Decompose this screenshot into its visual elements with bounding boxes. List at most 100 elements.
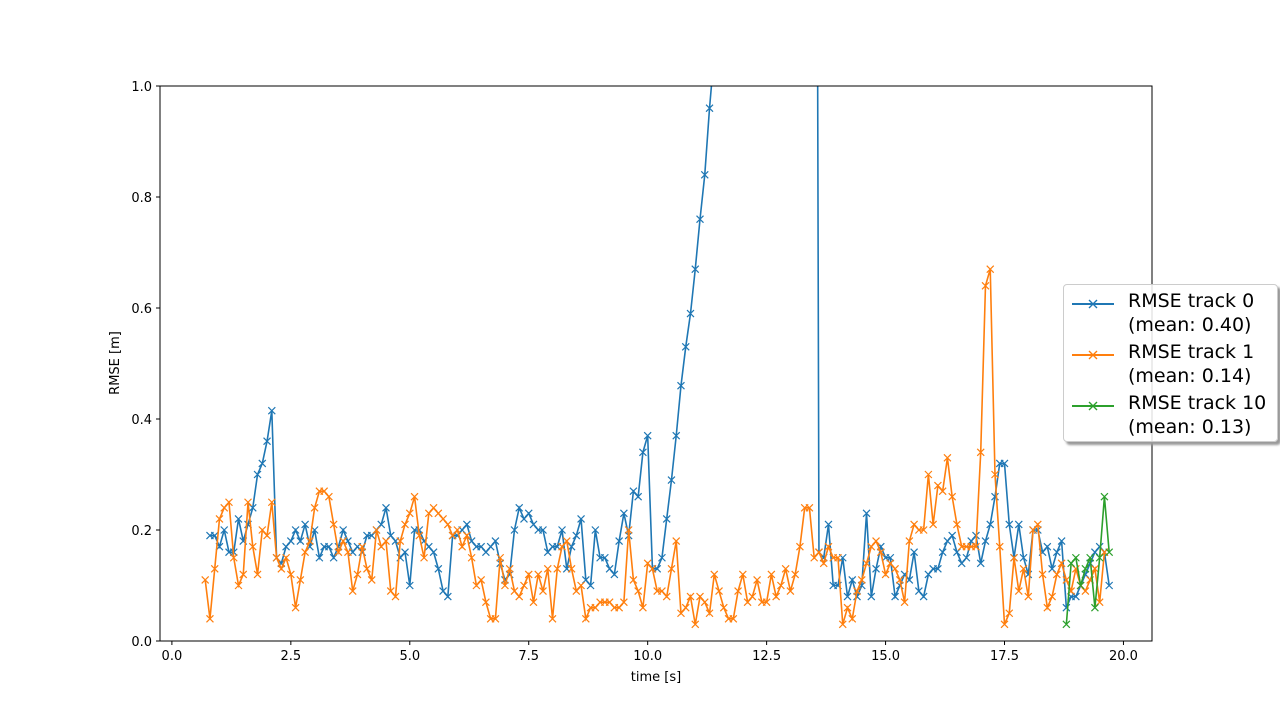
marker	[415, 531, 424, 540]
marker	[248, 542, 257, 551]
marker	[577, 581, 585, 590]
marker	[953, 520, 961, 529]
marker	[305, 537, 314, 546]
marker	[505, 564, 514, 573]
marker	[363, 564, 371, 573]
marker	[577, 514, 585, 523]
y-tick-label: 0.6	[131, 302, 152, 317]
marker	[943, 453, 952, 462]
marker	[1010, 553, 1018, 562]
marker	[729, 614, 738, 623]
marker	[838, 620, 847, 629]
marker	[315, 553, 324, 562]
marker	[700, 170, 709, 179]
marker	[572, 531, 581, 540]
marker	[515, 503, 524, 512]
marker	[296, 576, 305, 584]
marker	[405, 509, 414, 518]
marker	[253, 570, 262, 579]
marker	[534, 570, 543, 579]
series-line	[204, 268, 1106, 625]
legend-item: RMSE track 1 (mean: 0.14)	[1072, 340, 1277, 391]
marker	[467, 553, 476, 562]
marker	[282, 553, 291, 562]
marker	[686, 309, 695, 318]
marker	[510, 526, 519, 534]
marker	[962, 553, 971, 562]
marker	[900, 598, 909, 607]
marker	[667, 476, 676, 484]
marker	[848, 614, 857, 623]
marker	[862, 559, 871, 568]
marker	[824, 542, 833, 551]
marker	[1033, 520, 1042, 529]
marker	[948, 492, 957, 501]
marker	[776, 581, 785, 590]
legend-label: RMSE track 0 (mean: 0.40)	[1128, 290, 1255, 336]
marker	[872, 564, 880, 573]
x-tick-label: 10.0	[633, 649, 662, 664]
marker	[905, 537, 914, 546]
marker	[1057, 537, 1066, 546]
x-tick-label: 12.5	[752, 649, 781, 664]
marker	[263, 437, 271, 446]
marker	[244, 498, 252, 507]
marker	[344, 548, 352, 557]
marker	[876, 548, 885, 557]
marker	[396, 537, 405, 546]
marker	[824, 520, 833, 529]
x-tick-label: 7.5	[518, 649, 539, 664]
marker	[643, 431, 652, 440]
marker	[1095, 553, 1104, 562]
x-tick-label: 15.0	[871, 649, 900, 664]
marker	[976, 448, 985, 457]
marker	[220, 526, 229, 534]
marker	[477, 576, 486, 584]
marker	[1076, 581, 1085, 590]
marker	[1043, 603, 1052, 612]
marker	[843, 592, 852, 601]
marker	[891, 592, 900, 601]
marker	[648, 564, 657, 573]
marker	[367, 576, 376, 584]
marker	[681, 342, 690, 351]
marker	[872, 537, 880, 546]
marker	[286, 570, 295, 579]
marker	[862, 509, 871, 518]
x-tick-label: 20.0	[1109, 649, 1138, 664]
marker	[1100, 492, 1109, 501]
marker	[258, 459, 267, 468]
marker	[938, 487, 947, 496]
marker	[719, 603, 728, 612]
marker	[791, 570, 800, 579]
marker	[391, 592, 400, 601]
marker	[634, 492, 643, 501]
marker	[234, 514, 243, 523]
marker	[339, 537, 348, 546]
marker	[895, 576, 904, 584]
x-tick-label: 17.5	[990, 649, 1019, 664]
marker	[819, 559, 828, 568]
marker	[382, 537, 390, 546]
marker	[291, 526, 300, 534]
marker	[520, 581, 528, 590]
marker	[1057, 559, 1066, 568]
marker	[881, 570, 890, 579]
marker	[453, 526, 462, 534]
marker	[696, 215, 704, 224]
marker	[1000, 459, 1009, 468]
marker	[1052, 548, 1061, 557]
marker	[634, 587, 643, 595]
marker	[853, 592, 861, 601]
marker	[543, 564, 552, 573]
marker	[705, 104, 714, 113]
marker	[677, 381, 685, 390]
marker	[781, 564, 790, 573]
marker	[658, 553, 666, 562]
marker	[667, 564, 676, 573]
y-tick-label: 1.0	[131, 80, 152, 95]
marker	[691, 265, 700, 274]
marker	[206, 614, 214, 623]
marker	[624, 526, 633, 534]
